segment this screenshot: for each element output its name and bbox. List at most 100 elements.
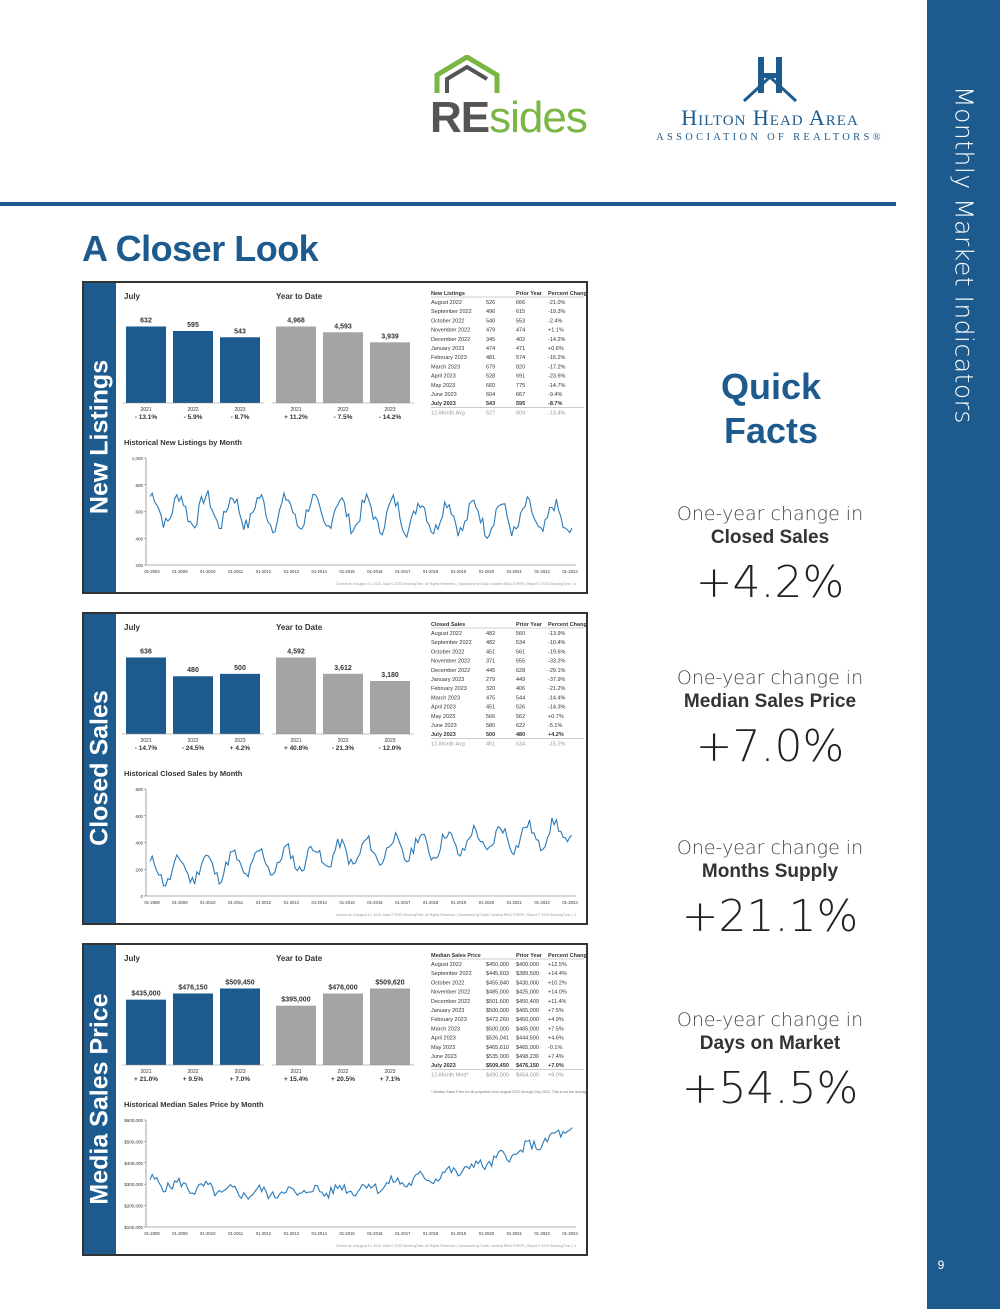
- table-header: New Listings: [431, 291, 465, 297]
- ytd-year-label: 2022: [337, 1069, 348, 1075]
- y-tick-label: 1,000: [132, 456, 144, 461]
- x-tick-label: 01-2009: [172, 569, 188, 574]
- quick-facts-line2: Facts: [723, 410, 819, 451]
- ytd-year-label: 2023: [384, 738, 395, 744]
- y-tick-label: 800: [135, 787, 143, 792]
- table-cell-value: 475: [486, 695, 495, 701]
- table-cell-value: $526,041: [486, 1036, 509, 1042]
- table-cell-prior: 561: [516, 649, 525, 655]
- table-cell-change: -19.3%: [548, 309, 566, 315]
- table-cell-value: 526: [486, 300, 495, 306]
- x-tick-label: 01-2011: [228, 569, 244, 574]
- table-cell-change: +4.9%: [548, 1017, 564, 1023]
- footer-note: Current as of August 10, 2023. Data © 20…: [336, 582, 576, 586]
- table-cell-value: $485,000: [486, 990, 509, 996]
- table-cell-month: June 2023: [431, 392, 457, 398]
- table-cell-month: January 2023: [431, 677, 464, 683]
- footer-note: Current as of August 10, 2023. Data © 20…: [336, 1244, 576, 1248]
- new-listings-panel: New Listings July Year to Date 632 2021- 13…: [82, 281, 588, 594]
- x-tick-label: 01-2017: [395, 1231, 411, 1236]
- panel-band: [84, 614, 116, 923]
- ytd-year-label: 2022: [337, 407, 348, 413]
- table-cell-month: June 2023: [431, 1054, 457, 1060]
- table-cell-value: 528: [486, 374, 495, 380]
- table-cell-change: +7.4%: [548, 1054, 564, 1060]
- ytd-value-label: $476,000: [328, 985, 357, 992]
- table-cell-value: 345: [486, 337, 495, 343]
- quick-fact-value: +4.2%: [695, 557, 845, 608]
- ytd-value-label: 4,593: [334, 323, 352, 330]
- x-tick-label: 01-2015: [339, 900, 355, 905]
- x-tick-label: 01-2012: [256, 900, 272, 905]
- ytd-bar: [370, 988, 410, 1065]
- table-cell-change: -13.4%: [548, 410, 566, 416]
- table-cell-prior: 820: [516, 364, 525, 370]
- table-cell-value: 566: [486, 714, 495, 720]
- x-tick-label: 01-2010: [200, 569, 216, 574]
- table-cell-prior: $476,150: [516, 1063, 539, 1069]
- x-tick-label: 01-2018: [423, 900, 439, 905]
- ytd-title: Year to Date: [276, 292, 323, 301]
- hist-title: Historical New Listings by Month: [124, 438, 242, 447]
- x-tick-label: 01-2020: [479, 900, 495, 905]
- x-tick-label: 01-2023: [562, 1231, 578, 1236]
- month-bar: [220, 673, 260, 734]
- x-tick-label: 01-2022: [534, 900, 550, 905]
- resides-logo: REsides: [430, 55, 600, 142]
- table-cell-prior: 609: [516, 410, 525, 416]
- x-tick-label: 01-2020: [479, 569, 495, 574]
- table-cell-value: $501,600: [486, 999, 509, 1005]
- quick-fact-median-price: One-year change in Median Sales Price +7…: [655, 667, 885, 772]
- table-cell-value: 474: [486, 346, 495, 352]
- table-cell-prior: $465,000: [516, 1026, 539, 1032]
- month-year-label: 2023: [234, 407, 245, 413]
- month-bar: [173, 993, 213, 1065]
- table-cell-prior: 544: [516, 695, 525, 701]
- table-cell-month: January 2023: [431, 346, 464, 352]
- table-cell-change: +14.0%: [548, 990, 567, 996]
- table-header: Percent Change: [548, 953, 586, 959]
- table-cell-change: -5.1%: [548, 723, 562, 729]
- table-cell-month: February 2023: [431, 355, 467, 361]
- table-cell-value: $509,450: [486, 1063, 509, 1069]
- x-tick-label: 01-2015: [339, 569, 355, 574]
- ytd-change-label: + 11.2%: [284, 414, 308, 421]
- table-cell-value: 481: [486, 355, 495, 361]
- table-cell-value: 496: [486, 309, 495, 315]
- table-cell-prior: 534: [516, 640, 525, 646]
- table-cell-value: $535,000: [486, 1054, 509, 1060]
- panel-label: New Listings: [85, 359, 114, 515]
- month-year-label: 2022: [187, 407, 198, 413]
- panel-label: Closed Sales: [85, 690, 114, 846]
- table-cell-change: -2.4%: [548, 318, 562, 324]
- ytd-year-label: 2021: [290, 738, 301, 744]
- month-title: July: [124, 954, 141, 963]
- table-cell-change: -13.9%: [548, 631, 566, 637]
- y-tick-label: 600: [135, 814, 143, 819]
- table-header: Closed Sales: [431, 622, 465, 628]
- ytd-title: Year to Date: [276, 623, 323, 632]
- table-cell-change: -0.1%: [548, 1045, 562, 1051]
- table-cell-prior: $430,000: [516, 980, 539, 986]
- ytd-title: Year to Date: [276, 954, 323, 963]
- table-cell-value: $455,840: [486, 980, 509, 986]
- ytd-bar: [276, 326, 316, 403]
- month-change-label: + 7.0%: [230, 1076, 251, 1083]
- table-cell-change: -14.2%: [548, 337, 566, 343]
- table-cell-month: March 2023: [431, 1026, 460, 1032]
- quick-fact-metric: Days on Market: [699, 1033, 841, 1054]
- table-cell-value: $445,603: [486, 971, 509, 977]
- table-cell-change: +1.1%: [548, 328, 564, 334]
- ytd-change-label: + 7.1%: [380, 1076, 401, 1083]
- table-header: Prior Year: [516, 291, 543, 297]
- y-tick-label: $400,000: [124, 1161, 143, 1166]
- table-cell-value: 482: [486, 640, 495, 646]
- table-cell-value: 279: [486, 677, 495, 683]
- ytd-change-label: - 21.3%: [332, 745, 355, 752]
- table-cell-prior: $389,500: [516, 971, 539, 977]
- table-cell-change: -37.9%: [548, 677, 566, 683]
- table-cell-prior: 480: [516, 732, 525, 738]
- x-tick-label: 01-2008: [144, 1231, 160, 1236]
- table-cell-prior: 471: [516, 346, 525, 352]
